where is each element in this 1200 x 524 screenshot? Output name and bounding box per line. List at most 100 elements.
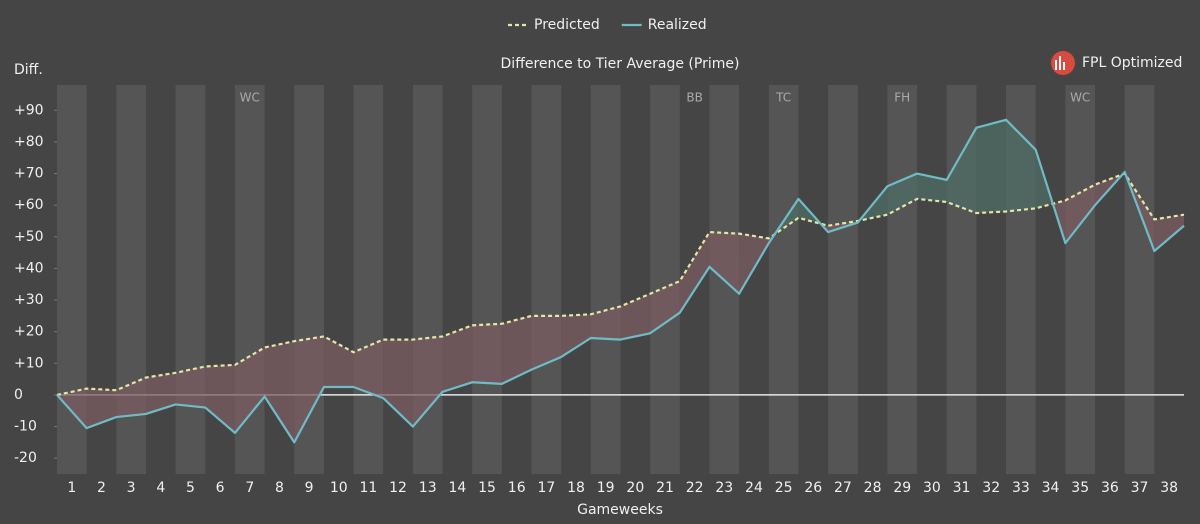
x-tick-label: 15 bbox=[478, 480, 496, 496]
x-tick-label: 37 bbox=[1131, 480, 1149, 496]
x-tick-label: 27 bbox=[834, 480, 852, 496]
legend-label: Predicted bbox=[534, 17, 600, 33]
x-tick-label: 28 bbox=[864, 480, 882, 496]
x-tick-label: 22 bbox=[686, 480, 704, 496]
y-tick-label: +60 bbox=[14, 197, 44, 213]
chip-label: WC bbox=[240, 91, 260, 105]
band-stripe bbox=[1065, 85, 1096, 474]
difference-area bbox=[145, 372, 176, 414]
x-tick-label: 36 bbox=[1101, 480, 1119, 496]
x-tick-label: 4 bbox=[156, 480, 165, 496]
difference-area bbox=[620, 293, 651, 340]
brand-name: FPL Optimized bbox=[1082, 55, 1182, 71]
band-stripe bbox=[531, 85, 562, 474]
x-tick-label: 35 bbox=[1071, 480, 1089, 496]
x-tick-label: 7 bbox=[245, 480, 254, 496]
chart-title: Difference to Tier Average (Prime) bbox=[501, 56, 740, 72]
difference-area bbox=[590, 306, 621, 340]
difference-area bbox=[946, 127, 977, 214]
x-axis-label: Gameweeks bbox=[577, 502, 663, 518]
x-tick-label: 2 bbox=[97, 480, 106, 496]
x-tick-label: 18 bbox=[567, 480, 585, 496]
x-tick-label: 21 bbox=[656, 480, 674, 496]
band-stripe bbox=[590, 85, 621, 474]
band-stripe bbox=[650, 85, 680, 474]
difference-area bbox=[739, 233, 769, 294]
y-tick-label: +70 bbox=[14, 166, 44, 182]
band-stripe bbox=[472, 85, 502, 474]
series-line bbox=[56, 172, 1185, 397]
x-tick-label: 8 bbox=[275, 480, 284, 496]
difference-area bbox=[561, 314, 591, 357]
x-tick-label: 38 bbox=[1160, 480, 1178, 496]
chip-label: WC bbox=[1070, 91, 1090, 105]
x-tick-label: 24 bbox=[745, 480, 763, 496]
band-stripe bbox=[353, 85, 384, 474]
difference-area bbox=[205, 364, 235, 433]
x-tick-label: 30 bbox=[923, 480, 941, 496]
difference-area bbox=[412, 336, 443, 427]
difference-area bbox=[234, 347, 265, 433]
x-tick-label: 14 bbox=[448, 480, 466, 496]
difference-area bbox=[976, 119, 1007, 214]
y-tick-label: +40 bbox=[14, 260, 44, 276]
chip-label: TC bbox=[775, 91, 791, 105]
difference-area bbox=[501, 315, 532, 384]
x-tick-label: 1 bbox=[67, 480, 76, 496]
x-tick-label: 11 bbox=[359, 480, 377, 496]
x-tick-label: 12 bbox=[389, 480, 407, 496]
chip-label: FH bbox=[894, 91, 910, 105]
difference-area bbox=[294, 336, 324, 443]
y-tick-label: +80 bbox=[14, 134, 44, 150]
x-tick-label: 32 bbox=[982, 480, 1000, 496]
y-tick-label: +10 bbox=[14, 355, 44, 371]
difference-area bbox=[679, 232, 710, 313]
x-tick-label: 34 bbox=[1042, 480, 1060, 496]
difference-area bbox=[264, 341, 295, 443]
x-tick-label: 6 bbox=[216, 480, 225, 496]
difference-area bbox=[353, 339, 384, 399]
x-tick-label: 20 bbox=[626, 480, 644, 496]
difference-area bbox=[917, 173, 947, 203]
band-stripe bbox=[887, 85, 918, 474]
x-tick-label: 16 bbox=[508, 480, 526, 496]
y-tick-label: +90 bbox=[14, 102, 44, 118]
y-tick-label: +20 bbox=[14, 324, 44, 340]
y-axis-label: Diff. bbox=[14, 62, 43, 78]
x-tick-label: 3 bbox=[127, 480, 136, 496]
y-tick-label: 0 bbox=[14, 387, 23, 403]
difference-area bbox=[442, 325, 473, 392]
series-line bbox=[56, 118, 1185, 444]
difference-area bbox=[650, 281, 680, 334]
y-tick-label: -20 bbox=[14, 450, 37, 466]
difference-area bbox=[175, 366, 206, 408]
x-tick-label: 25 bbox=[775, 480, 793, 496]
brand: FPL Optimized bbox=[1051, 51, 1182, 75]
x-tick-label: 23 bbox=[715, 480, 733, 496]
x-tick-label: 33 bbox=[1012, 480, 1030, 496]
difference-area bbox=[86, 388, 117, 429]
x-tick-label: 26 bbox=[804, 480, 822, 496]
y-tick-label: +50 bbox=[14, 229, 44, 245]
band-stripe bbox=[1124, 85, 1155, 474]
difference-area bbox=[1154, 214, 1184, 252]
x-tick-label: 19 bbox=[597, 480, 615, 496]
difference-area bbox=[472, 323, 502, 384]
x-tick-label: 17 bbox=[537, 480, 555, 496]
difference-area bbox=[1065, 184, 1096, 244]
band-stripe bbox=[828, 85, 858, 474]
legend-label: Realized bbox=[648, 17, 707, 33]
y-tick-label: -10 bbox=[14, 419, 37, 435]
difference-area bbox=[116, 377, 146, 418]
brand-logo-bars bbox=[1055, 56, 1065, 70]
difference-area bbox=[709, 232, 740, 294]
band-stripe bbox=[175, 85, 206, 474]
x-tick-label: 29 bbox=[893, 480, 911, 496]
chip-label: BB bbox=[686, 91, 702, 105]
x-tick-label: 5 bbox=[186, 480, 195, 496]
y-tick-label: +30 bbox=[14, 292, 44, 308]
x-tick-label: 9 bbox=[305, 480, 314, 496]
x-tick-label: 31 bbox=[953, 480, 971, 496]
x-tick-label: 13 bbox=[419, 480, 437, 496]
